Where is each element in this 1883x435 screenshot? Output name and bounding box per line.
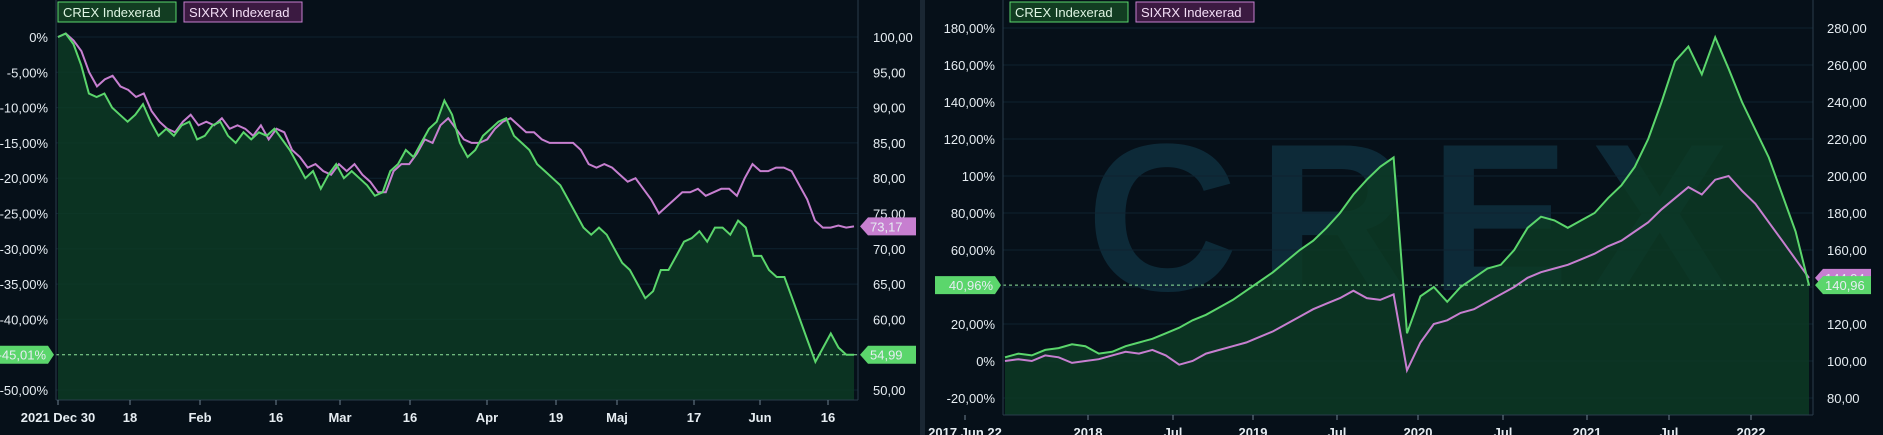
y-left-tick: -5,00% — [7, 65, 49, 80]
legend-crex-box — [57, 1, 177, 23]
crex-pct-badge — [935, 276, 1001, 295]
x-tick-label: 2017 Jun 22 — [928, 425, 1002, 435]
legend-crex-box — [1009, 1, 1129, 23]
x-tick-label: Jul — [1164, 425, 1183, 435]
crex-pct-badge — [0, 345, 54, 364]
x-tick-label: Apr — [476, 410, 498, 425]
y-right-tick: 50,00 — [873, 383, 906, 398]
y-right-tick: 260,00 — [1827, 58, 1867, 73]
y-left-tick: -20,00% — [947, 391, 996, 406]
chart-panel-left: 0% 100,00 -5,00% 95,00 -10,00% 90,00 -15,00% 85… — [0, 0, 920, 435]
y-left-tick: -35,00% — [0, 277, 48, 292]
x-tick-label: Feb — [188, 410, 211, 425]
x-tick-label: 2022 — [1737, 425, 1766, 435]
x-tick-label: 18 — [123, 410, 137, 425]
crex-value-badge — [1815, 276, 1871, 295]
legend: CREX Indexerad SIXRX Indexerad — [1009, 1, 1255, 23]
y-right-tick: 160,00 — [1827, 243, 1867, 258]
x-tick-label: 2018 — [1074, 425, 1103, 435]
y-left-tick: 160,00% — [944, 58, 996, 73]
y-right-tick: 65,00 — [873, 277, 906, 292]
crex-series-line — [57, 32, 854, 365]
crex-pct-text: -45,01% — [0, 348, 46, 363]
y-right-tick: 120,00 — [1827, 317, 1867, 332]
x-tick-label: Jul — [1494, 425, 1513, 435]
y-left-tick: 20,00% — [951, 317, 996, 332]
sixrx-series-line — [1004, 174, 1810, 374]
x-tick-label: 19 — [549, 410, 563, 425]
y-left-tick: -20,00% — [0, 171, 48, 186]
crex-value-badge — [860, 345, 916, 364]
legend: CREX Indexerad SIXRX Indexerad — [57, 1, 303, 23]
x-tick-label: 16 — [403, 410, 417, 425]
y-right-tick: 95,00 — [873, 65, 906, 80]
y-left-tick: -40,00% — [0, 312, 48, 327]
crex-area-fill — [1005, 37, 1809, 416]
chart-panel-right: CREX 180,00% 280,00 160,00% 260,00 140,00% 240… — [925, 0, 1883, 435]
x-tick-label: Jul — [1328, 425, 1347, 435]
crex-value-text: 140,96 — [1825, 278, 1865, 293]
y-left-tick: 60,00% — [951, 243, 996, 258]
x-tick-label: 16 — [821, 410, 835, 425]
x-tick-label: 2021 Dec 30 — [21, 410, 95, 425]
x-tick-label: 2021 — [1573, 425, 1602, 435]
legend-sixrx-label: SIXRX Indexerad — [189, 5, 289, 20]
y-right-tick: 80,00 — [873, 171, 906, 186]
y-right-tick: 100,00 — [1827, 354, 1867, 369]
y-left-tick: 0% — [976, 354, 995, 369]
x-tick-label: 16 — [269, 410, 283, 425]
x-tick-label: Jun — [748, 410, 771, 425]
y-left-tick: -25,00% — [0, 207, 48, 222]
x-tick-label: 2020 — [1404, 425, 1433, 435]
y-right-tick: 180,00 — [1827, 206, 1867, 221]
y-left-tick: -10,00% — [0, 101, 48, 116]
y-left-tick: 0% — [29, 30, 48, 45]
y-right-tick: 60,00 — [873, 312, 906, 327]
y-right-tick: 200,00 — [1827, 169, 1867, 184]
y-left-tick: 180,00% — [944, 21, 996, 36]
legend-sixrx-label: SIXRX Indexerad — [1141, 5, 1241, 20]
x-tick-label: Mar — [328, 410, 351, 425]
legend-crex-label: CREX Indexerad — [1015, 5, 1113, 20]
y-left-tick: 120,00% — [944, 132, 996, 147]
y-left-tick: -15,00% — [0, 136, 48, 151]
chart-left: 0% 100,00 -5,00% 95,00 -10,00% 90,00 -15,00% 85… — [0, 0, 916, 425]
y-right-tick: 220,00 — [1827, 132, 1867, 147]
y-right-tick: 280,00 — [1827, 21, 1867, 36]
crex-value-text: 54,99 — [870, 348, 903, 363]
x-tick-label: Jul — [1660, 425, 1679, 435]
x-tick-label: 2019 — [1239, 425, 1268, 435]
sixrx-value-badge — [860, 217, 916, 236]
y-right-tick: 80,00 — [1827, 391, 1860, 406]
panel-divider[interactable] — [920, 0, 925, 435]
y-right-tick: 240,00 — [1827, 95, 1867, 110]
y-right-tick: 70,00 — [873, 242, 906, 257]
x-tick-label: 17 — [687, 410, 701, 425]
y-left-tick: -30,00% — [0, 242, 48, 257]
y-right-tick: 85,00 — [873, 136, 906, 151]
y-left-tick: -50,00% — [0, 383, 48, 398]
y-left-tick: 140,00% — [944, 95, 996, 110]
x-tick-label: Maj — [606, 410, 628, 425]
y-left-tick: 100% — [962, 169, 996, 184]
sixrx-value-text: 73,17 — [870, 219, 903, 234]
legend-sixrx-box — [1135, 1, 1255, 23]
crex-series-line — [1004, 34, 1810, 359]
legend-sixrx-box — [183, 1, 303, 23]
y-right-tick: 100,00 — [873, 30, 913, 45]
y-left-tick: 80,00% — [951, 206, 996, 221]
crex-pct-text: 40,96% — [949, 278, 994, 293]
crex-area-fill — [58, 33, 854, 400]
legend-crex-label: CREX Indexerad — [63, 5, 161, 20]
y-right-tick: 90,00 — [873, 101, 906, 116]
